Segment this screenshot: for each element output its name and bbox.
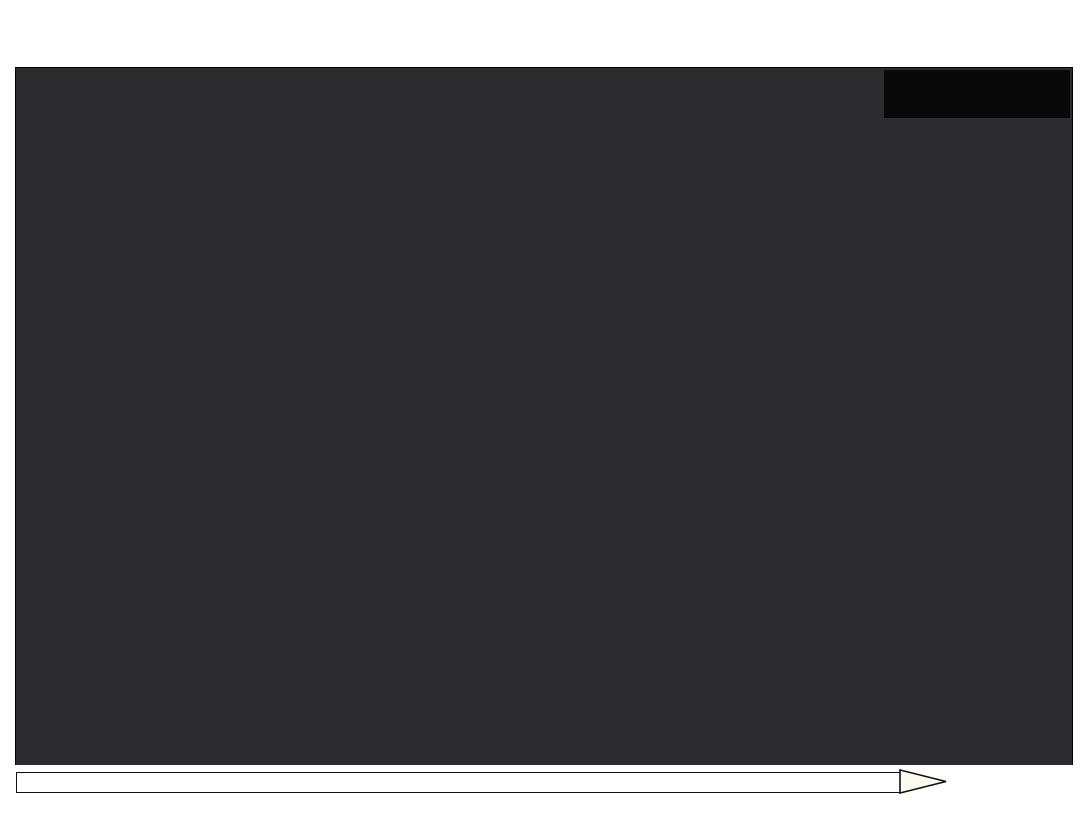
legend-tick-labels [0,796,1088,820]
map-canvas [16,68,1072,765]
weather-map [15,67,1073,766]
sea [16,68,1072,765]
legend-arrow-icon [899,769,947,794]
legend-colorbar [16,772,902,793]
metdesk-pinwheel-icon [884,70,942,118]
legend [0,765,1088,835]
metdesk-logo [884,70,1070,118]
header [0,0,1088,68]
